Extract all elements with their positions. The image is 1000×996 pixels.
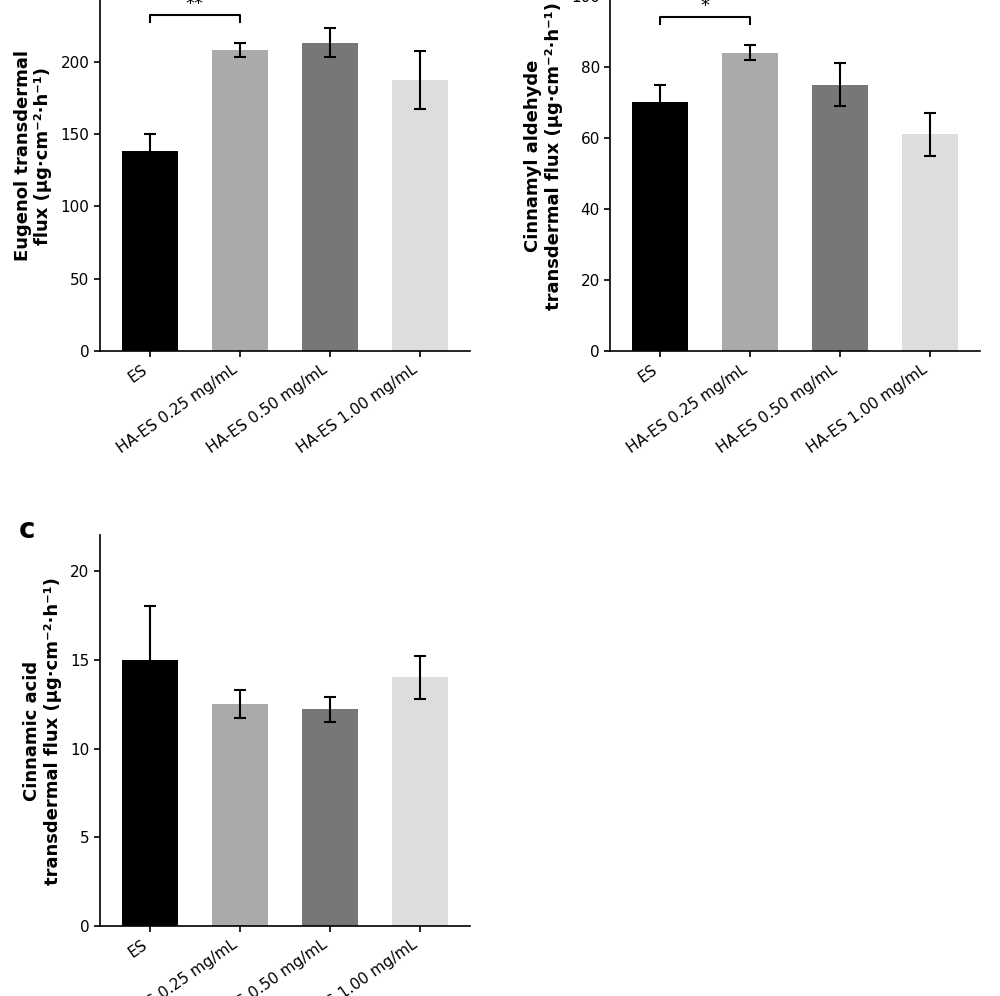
Text: c: c	[19, 516, 35, 544]
Y-axis label: Eugenol transdermal
flux (μg·cm⁻²·h⁻¹): Eugenol transdermal flux (μg·cm⁻²·h⁻¹)	[14, 50, 52, 261]
Text: **: **	[186, 0, 204, 13]
Bar	[122, 151, 178, 352]
Text: *: *	[700, 0, 709, 15]
Y-axis label: Cinnamyl aldehyde
transdermal flux (μg·cm⁻²·h⁻¹): Cinnamyl aldehyde transdermal flux (μg·c…	[524, 2, 563, 310]
Y-axis label: Cinnamic acid
transdermal flux (μg·cm⁻²·h⁻¹): Cinnamic acid transdermal flux (μg·cm⁻²·…	[23, 577, 62, 884]
Bar	[122, 659, 178, 926]
Bar	[302, 43, 358, 352]
Bar	[302, 709, 358, 926]
Bar	[722, 53, 778, 352]
Bar	[212, 704, 268, 926]
Bar	[812, 85, 868, 352]
Bar	[902, 134, 958, 352]
Bar	[212, 50, 268, 352]
Bar	[632, 103, 688, 352]
Bar	[392, 81, 448, 352]
Bar	[392, 677, 448, 926]
